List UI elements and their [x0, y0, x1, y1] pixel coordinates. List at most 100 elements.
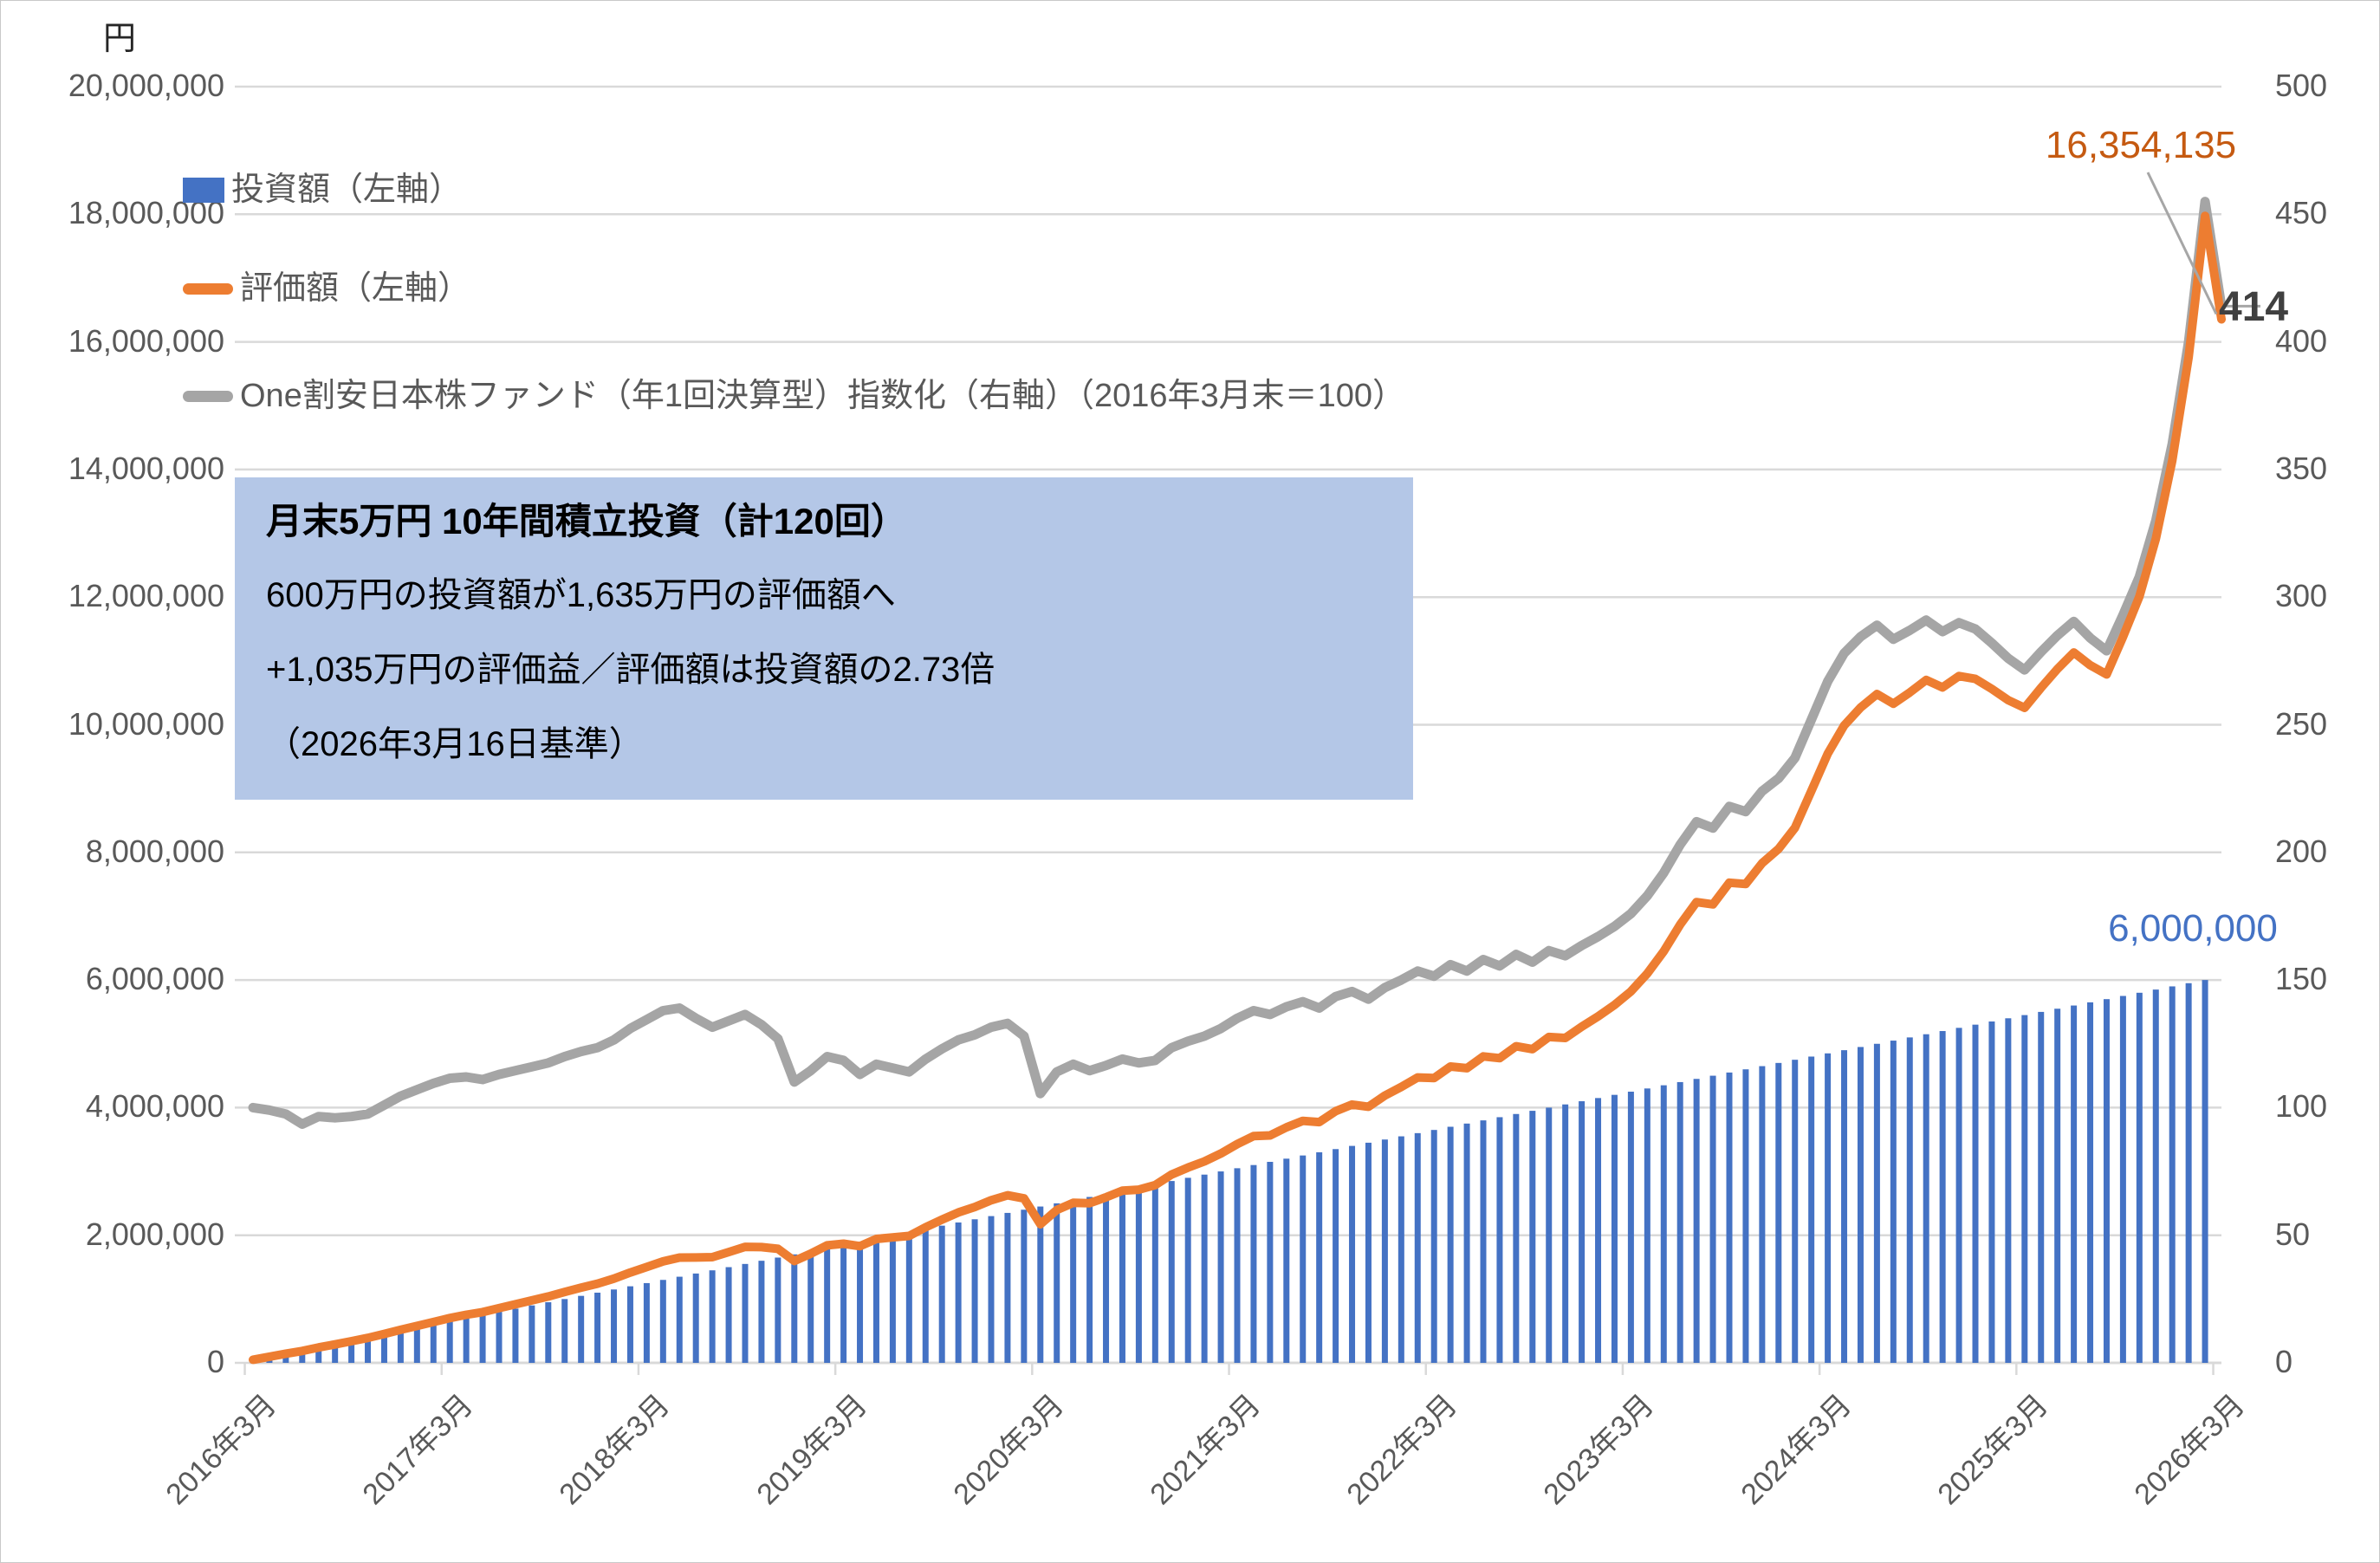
invested-bar [2185, 983, 2192, 1363]
invested-bar [2038, 1011, 2045, 1363]
invested-bar [594, 1292, 601, 1363]
left-axis-label: 18,000,000 [68, 195, 224, 231]
right-axis-label: 500 [2275, 68, 2328, 103]
invested-bar [1430, 1130, 1437, 1363]
invested-bar [1300, 1155, 1307, 1363]
invested-bar [1644, 1088, 1650, 1363]
invested-bar [1562, 1104, 1569, 1363]
invested-bar [397, 1331, 404, 1363]
invested-bar [1398, 1136, 1404, 1363]
invested-bar [578, 1295, 585, 1363]
left-axis-label: 0 [206, 1344, 224, 1379]
invested-bar [1168, 1181, 1175, 1363]
invested-bar [1709, 1075, 1716, 1363]
invested-bar [1676, 1081, 1683, 1363]
invested-bar [857, 1242, 864, 1363]
line-swatch-icon [183, 390, 233, 402]
invested-bar [299, 1350, 306, 1363]
invested-bar [922, 1229, 929, 1363]
invested-bar [1496, 1117, 1503, 1363]
invested-bar [332, 1343, 339, 1363]
invested-bar [413, 1327, 420, 1363]
invested-bar [1792, 1060, 1799, 1363]
right-axis-label: 400 [2275, 322, 2328, 359]
invested-bar [1184, 1177, 1191, 1363]
invested-bar [725, 1267, 732, 1363]
invested-bar [561, 1299, 568, 1363]
invested-bar [1316, 1151, 1323, 1363]
callout-line: +1,035万円の評価益／評価額は投資額の2.73倍 [266, 651, 995, 689]
invested-bar [1873, 1043, 1880, 1363]
left-axis-label: 4,000,000 [85, 1088, 224, 1125]
invested-bar [1463, 1123, 1470, 1363]
callout-line: （2026年3月16日基準） [266, 725, 644, 763]
invested-bar [463, 1318, 470, 1363]
invested-bar [824, 1248, 831, 1363]
invested-bar [1250, 1164, 1257, 1363]
invested-bar [905, 1232, 912, 1363]
legend-label: 投資額（左軸） [231, 172, 463, 208]
invested-bar [380, 1333, 387, 1363]
invested-bar [1054, 1203, 1060, 1363]
index-line [248, 197, 2227, 1129]
right-axis-label: 200 [2275, 833, 2328, 869]
invested-bar [1546, 1107, 1553, 1363]
invested-bar [2202, 980, 2208, 1363]
invested-bar [1480, 1120, 1487, 1363]
invested-bar [1857, 1047, 1864, 1363]
invested-bar [365, 1337, 372, 1363]
left-axis-label: 14,000,000 [68, 450, 224, 486]
invested-bar [2071, 1005, 2078, 1363]
invested-bar [1627, 1091, 1634, 1363]
invested-bar [1267, 1162, 1274, 1363]
bar-swatch-icon [183, 177, 224, 203]
invested-bar [742, 1263, 749, 1363]
left-axis-unit-label: 円 [103, 21, 137, 57]
invested-bar [1037, 1206, 1044, 1363]
invested-bar [938, 1225, 945, 1363]
invested-bar [1333, 1149, 1339, 1363]
invested-bar [529, 1305, 535, 1363]
invested-bar [758, 1261, 765, 1363]
left-axis-label: 2,000,000 [85, 1216, 224, 1252]
invested-bar [1660, 1085, 1667, 1363]
invested-bar [840, 1244, 847, 1363]
invested-bar [1217, 1171, 1224, 1363]
legend-item-valuation: 評価額（左軸） [183, 269, 470, 308]
invested-bar [1283, 1158, 1290, 1363]
right-axis-label: 50 [2275, 1216, 2311, 1252]
invested-bar [512, 1308, 519, 1363]
invested-bar [1890, 1041, 1897, 1363]
left-axis-label: 8,000,000 [85, 833, 224, 869]
invested-bar [1579, 1101, 1586, 1363]
invested-bar [1906, 1037, 1913, 1363]
legend-label: 評価額（左軸） [240, 270, 471, 307]
invested-bar [692, 1273, 699, 1363]
invested-bar [2119, 996, 2126, 1363]
invested-bar [1381, 1139, 1388, 1363]
invested-bar [872, 1238, 879, 1363]
right-axis-label: 300 [2275, 578, 2328, 614]
invested-bar [430, 1324, 437, 1363]
invested-bar [1693, 1079, 1700, 1363]
invested-bar [1070, 1200, 1077, 1363]
invested-bar [643, 1282, 650, 1363]
invested-bar [348, 1340, 355, 1363]
invested-bar [1972, 1024, 1979, 1363]
invested-bar [2169, 986, 2176, 1363]
invested-bar [2087, 1002, 2094, 1363]
right-axis-label: 250 [2275, 705, 2328, 742]
left-axis-label: 12,000,000 [68, 578, 224, 614]
invested-bar [1365, 1142, 1372, 1363]
invested-bar [1201, 1174, 1208, 1363]
line-swatch-icon [183, 282, 233, 295]
invested-bar [709, 1270, 716, 1363]
invested-bar [1841, 1050, 1848, 1363]
invested-bar [315, 1346, 322, 1363]
invested-bar [2152, 989, 2159, 1363]
invested-total-data-label: 6,000,000 [2108, 907, 2278, 950]
index-final-data-label: 414 [2219, 284, 2289, 330]
invested-bar [611, 1289, 618, 1363]
invested-bar [955, 1222, 962, 1363]
